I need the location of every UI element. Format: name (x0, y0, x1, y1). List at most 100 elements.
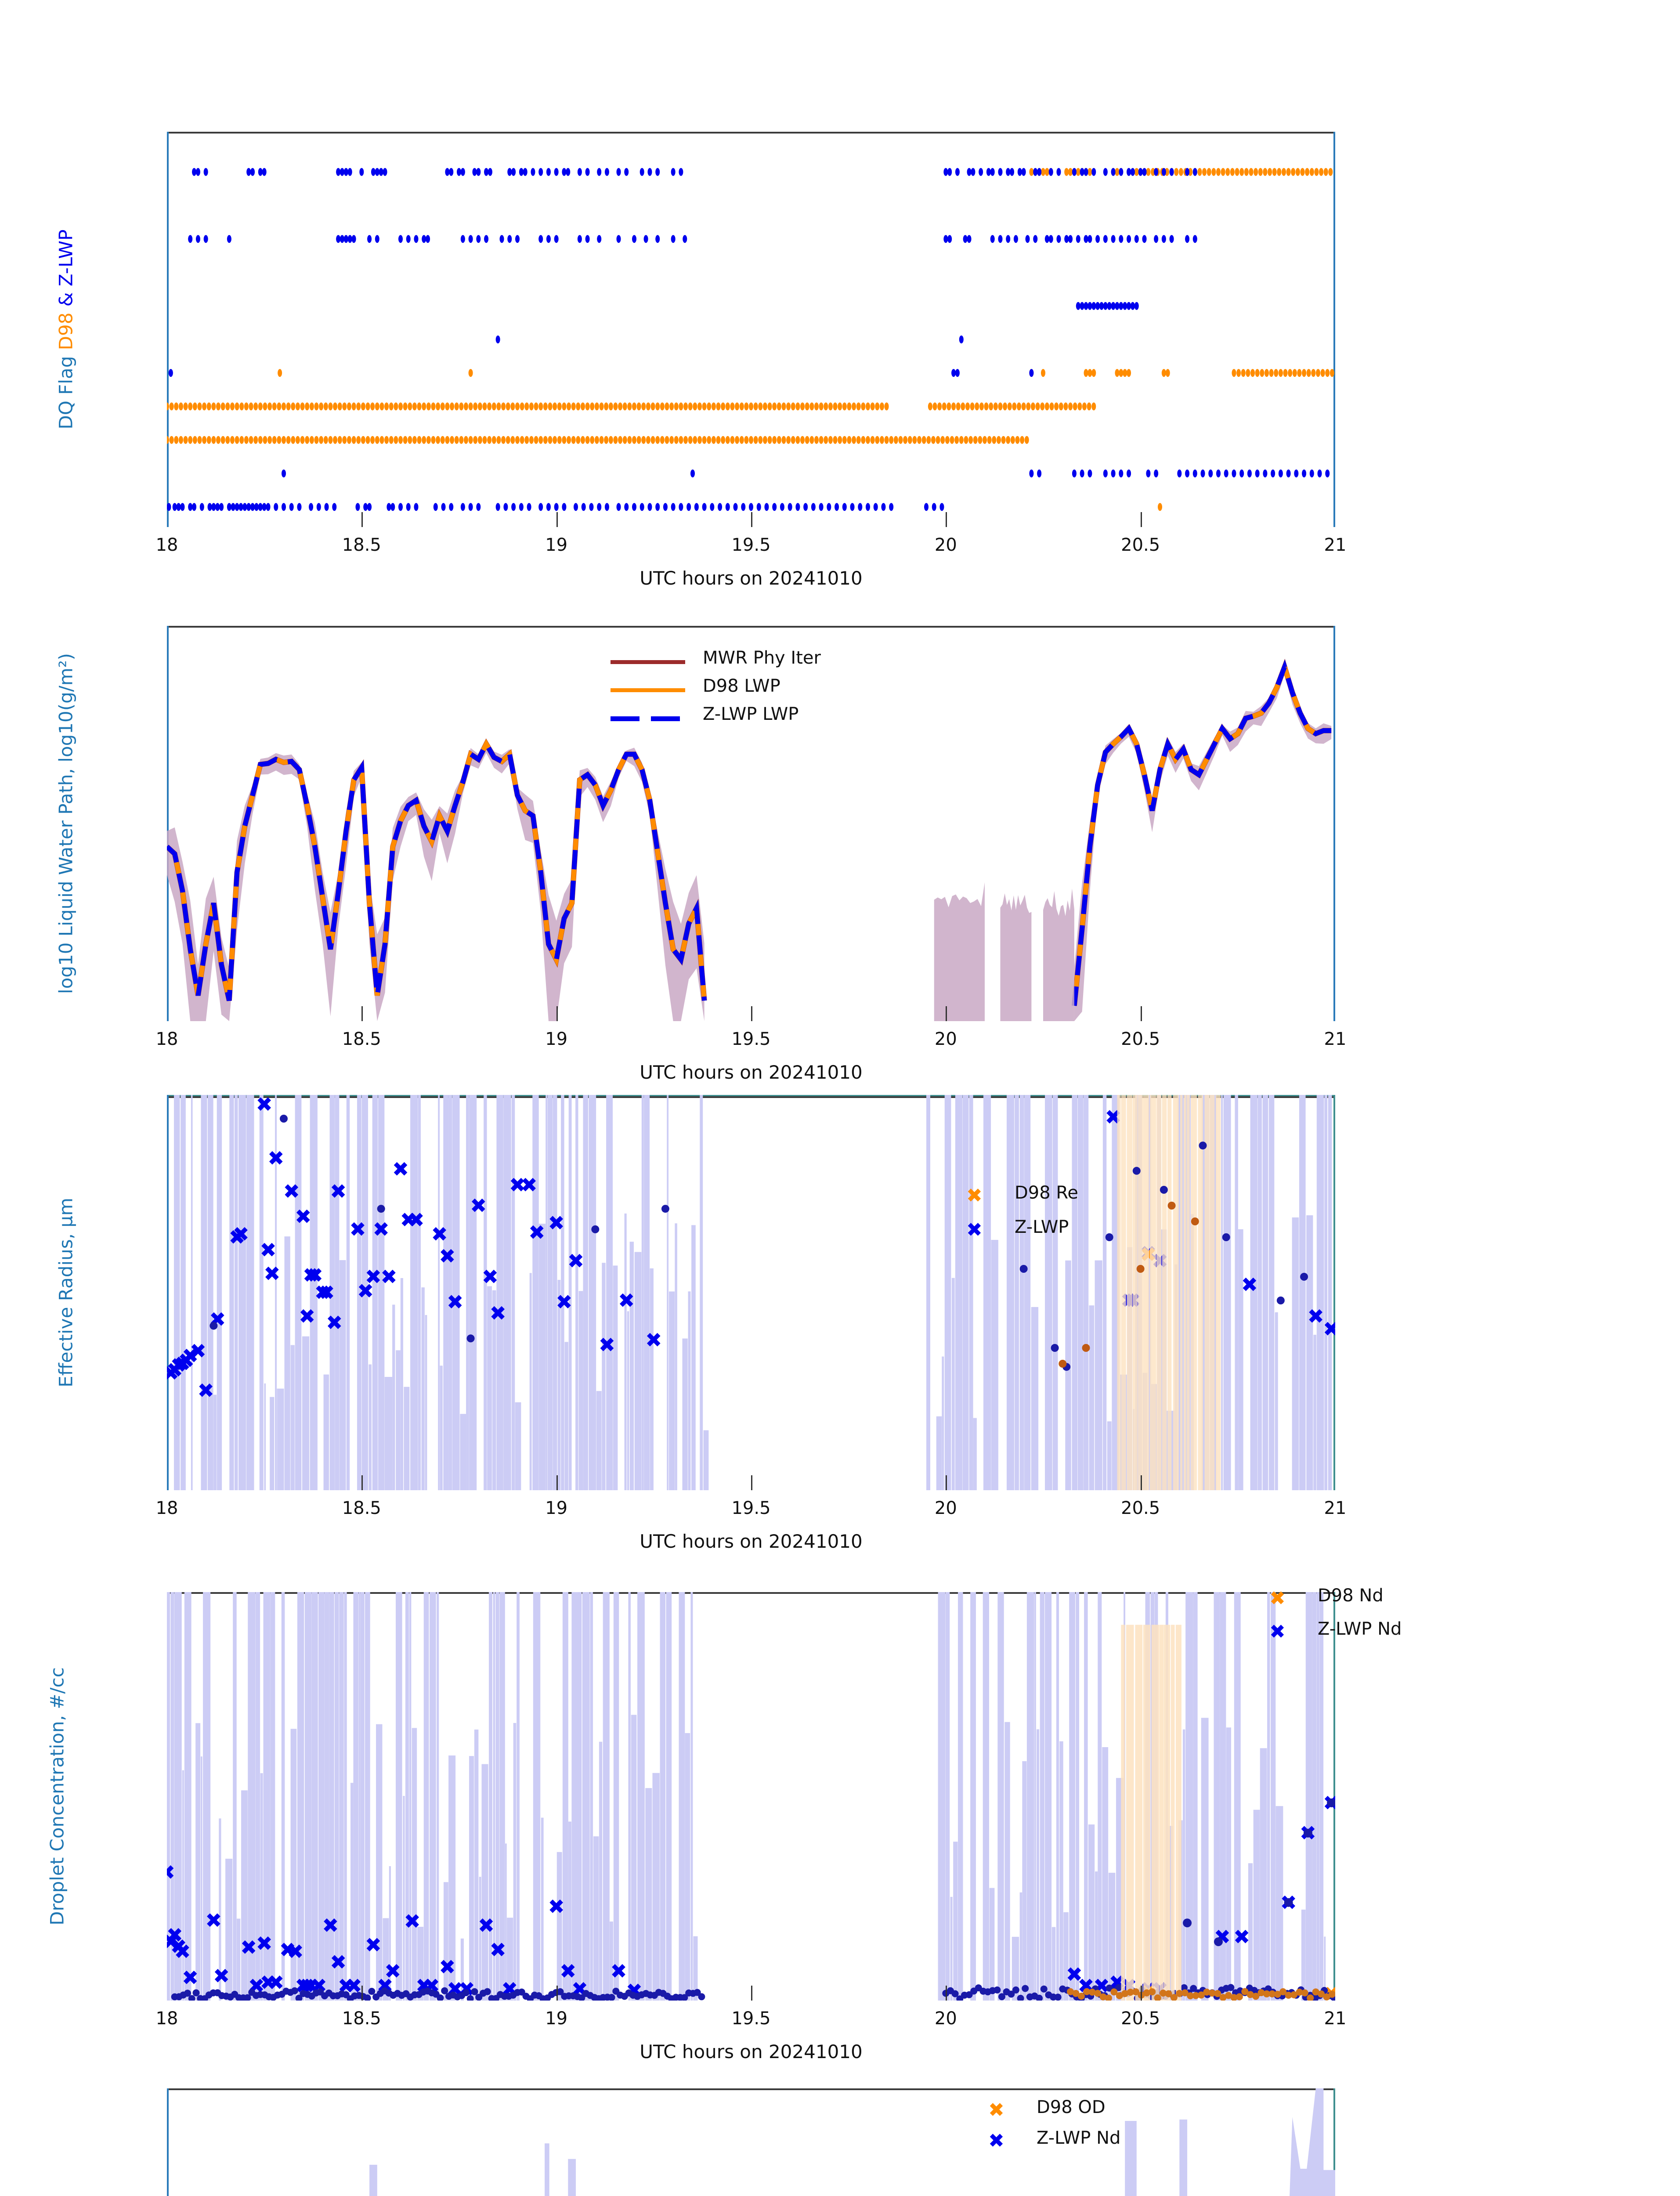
data-point-d98 (875, 402, 880, 411)
data-point-zlwp (1037, 469, 1042, 477)
data-point-zlwp (803, 503, 808, 511)
data-point-zlwp (262, 503, 267, 511)
uncertainty-band (295, 1095, 302, 1490)
uncertainty-band (1306, 1215, 1313, 1490)
data-point-d98 (1054, 402, 1059, 411)
data-point-zlwp (336, 235, 341, 243)
data-point-zlwp (1072, 168, 1077, 176)
data-point-zlwp (967, 235, 972, 243)
data-point-d98 (491, 402, 496, 411)
data-point-zlwp (258, 168, 263, 176)
axis-bottom (167, 2088, 1335, 2090)
data-point-d98 (956, 402, 961, 411)
data-point-zlwp (282, 503, 286, 511)
uncertainty-band (989, 1888, 995, 2001)
data-point-zlwp (1142, 235, 1147, 243)
data-point-zlwp-small (1132, 1167, 1141, 1175)
data-point-zlwp (951, 369, 956, 377)
uncertainty-band (503, 1095, 511, 1490)
data-point-d98 (300, 402, 305, 411)
data-point-zlwp: ✖ (267, 1971, 285, 1994)
uncertainty-band (487, 1286, 492, 1490)
data-point-d98 (758, 402, 763, 411)
data-point-zlwp (316, 503, 321, 511)
x-tick-label: 20 (934, 1498, 957, 1518)
data-point-zlwp (445, 168, 450, 176)
data-point-d98 (463, 402, 468, 411)
data-point-d98 (1123, 369, 1127, 377)
data-point-zlwp (1192, 168, 1197, 176)
data-point-d98 (632, 436, 636, 444)
data-point-zlwp (1309, 469, 1314, 477)
data-point-d98-small (1121, 1990, 1129, 1997)
uncertainty-band (1268, 1095, 1275, 1490)
uncertainty-band (1012, 1936, 1019, 2001)
uncertainty-band (1084, 1592, 1088, 2001)
data-point-d98 (506, 436, 510, 444)
data-point-zlwp-small (364, 1994, 371, 2001)
uncertainty-band-d98 (1173, 1095, 1179, 1490)
uncertainty-band (350, 1783, 354, 2001)
data-point-zlwp (686, 503, 691, 511)
data-point-zlwp (604, 168, 609, 176)
data-point-d98 (295, 402, 300, 411)
legend-label-zlwp-od: Z-LWP Nd (1037, 2128, 1121, 2148)
data-point-d98 (749, 436, 753, 444)
data-point-zlwp: ✖ (260, 1238, 277, 1262)
uncertainty-band-d98 (1135, 1625, 1143, 2001)
data-point-d98-small (1167, 1202, 1176, 1210)
axis-top (167, 1095, 1335, 1096)
data-point-d98 (1026, 402, 1031, 411)
data-point-d98 (1041, 168, 1045, 176)
uncertainty-band (334, 1592, 339, 2001)
data-point-zlwp (616, 235, 621, 243)
uncertainty-band (384, 1376, 393, 1490)
data-point-zlwp (655, 168, 660, 176)
data-point-d98 (553, 402, 557, 411)
data-point-zlwp (531, 168, 535, 176)
data-point-zlwp: ✖ (330, 1180, 347, 1203)
data-point-zlwp (1185, 168, 1190, 176)
uncertainty-band (297, 1592, 304, 2001)
data-point-zlwp (546, 503, 551, 511)
data-point-d98 (408, 436, 412, 444)
data-point-d98 (739, 402, 744, 411)
data-point-d98 (636, 402, 641, 411)
data-point-d98 (286, 436, 291, 444)
uncertainty-band (499, 1592, 505, 2001)
data-point-d98 (197, 402, 202, 411)
uncertainty-band (944, 1095, 951, 1490)
data-point-zlwp (690, 469, 695, 477)
data-point-d98-small (1208, 1989, 1216, 1997)
data-point-d98 (202, 436, 207, 444)
data-point-d98 (253, 436, 258, 444)
data-point-zlwp (562, 503, 567, 511)
data-point-d98 (594, 436, 599, 444)
data-point-d98 (777, 436, 781, 444)
data-point-d98 (520, 402, 524, 411)
data-point-zlwp (1134, 302, 1139, 310)
data-point-d98 (928, 402, 932, 411)
data-point-zlwp-small (1115, 1984, 1123, 1991)
data-point-d98 (487, 402, 492, 411)
data-point-d98 (702, 402, 707, 411)
data-point-d98 (786, 436, 791, 444)
data-point-d98 (921, 436, 926, 444)
data-point-d98 (993, 402, 998, 411)
uncertainty-band (627, 1311, 629, 1490)
data-point-zlwp-small (1300, 1273, 1308, 1281)
data-point-zlwp (1232, 469, 1236, 477)
data-point-zlwp (282, 469, 286, 477)
data-point-zlwp (332, 503, 337, 511)
data-point-zlwp (655, 503, 660, 511)
data-point-zlwp (1010, 168, 1015, 176)
data-point-zlwp (1161, 168, 1166, 176)
data-point-zlwp (488, 168, 492, 176)
data-point-zlwp (422, 235, 426, 243)
uncertainty-band (556, 1852, 562, 2001)
panel-2-x-title: UTC hours on 20241010 (639, 1062, 863, 1083)
data-point-zlwp: ✖ (548, 1895, 565, 1918)
data-point-zlwp (955, 168, 960, 176)
uncertainty-band (182, 1770, 184, 2001)
data-point-d98 (477, 402, 482, 411)
